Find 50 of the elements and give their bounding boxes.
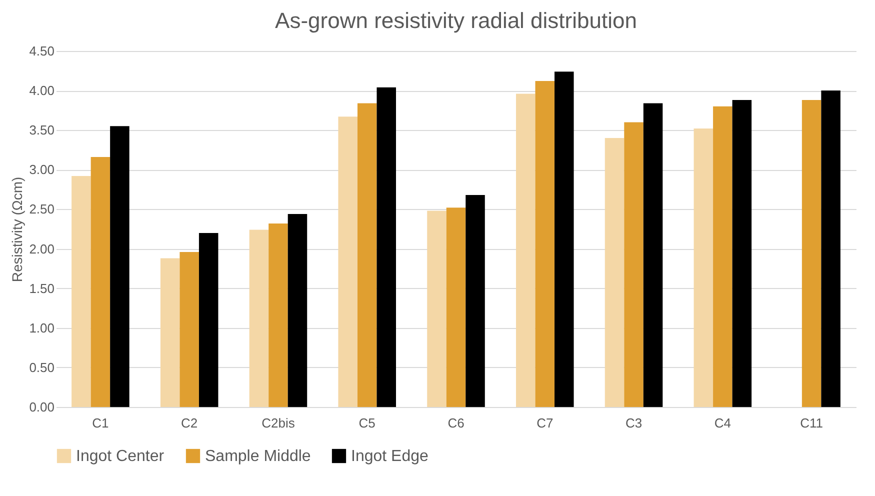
- bar: [268, 223, 288, 407]
- y-tick-label: 3.50: [29, 122, 54, 138]
- x-tick-label: C2: [181, 416, 198, 430]
- bar: [643, 103, 663, 407]
- bar: [288, 214, 308, 407]
- y-tick-label: 0.00: [29, 400, 54, 414]
- bar: [160, 258, 180, 407]
- bar: [466, 194, 485, 407]
- bar: [713, 106, 732, 407]
- legend-label: Ingot Edge: [351, 448, 428, 465]
- bar: [110, 126, 130, 407]
- bar: [516, 94, 536, 407]
- bar: [376, 87, 396, 407]
- bar: [446, 208, 466, 407]
- x-tick-label: C3: [625, 416, 642, 430]
- x-tick-label: C7: [536, 416, 554, 430]
- bar: [732, 100, 752, 407]
- bar: [180, 252, 199, 407]
- y-tick-label: 1.00: [29, 320, 54, 336]
- bar: [604, 138, 624, 407]
- bar: [821, 90, 840, 407]
- y-axis-title: Resistivity (Ωcm): [9, 176, 26, 282]
- bar: [624, 122, 644, 407]
- bar: [72, 176, 91, 407]
- y-tick-label: 4.50: [29, 44, 54, 58]
- bar: [198, 232, 218, 407]
- x-tick-label: C5: [358, 416, 376, 430]
- bar: [427, 210, 446, 407]
- x-tick-label: C1: [92, 416, 109, 430]
- y-tick-label: 1.50: [29, 280, 54, 296]
- bar: [535, 81, 555, 407]
- x-tick-label: C6: [448, 416, 464, 430]
- x-tick-label: C4: [714, 416, 731, 430]
- bar: [90, 157, 110, 407]
- y-tick-label: 4.00: [29, 83, 54, 98]
- legend-label: Sample Middle: [205, 448, 311, 465]
- y-tick-label: 2.50: [29, 202, 54, 217]
- chart-title: As-grown resistivity radial distribution: [275, 8, 637, 33]
- x-tick-label: C11: [800, 416, 823, 430]
- y-tick-label: 3.00: [29, 162, 54, 178]
- bar: [338, 116, 358, 407]
- bar: [554, 72, 574, 407]
- bar: [357, 103, 377, 407]
- bar: [694, 128, 714, 407]
- y-tick-label: 2.00: [29, 241, 54, 256]
- x-tick-label: C2bis: [262, 416, 296, 430]
- bar: [802, 100, 822, 407]
- bar: [249, 230, 269, 407]
- y-tick-label: 0.50: [29, 360, 54, 375]
- legend-label: Ingot Center: [76, 448, 165, 465]
